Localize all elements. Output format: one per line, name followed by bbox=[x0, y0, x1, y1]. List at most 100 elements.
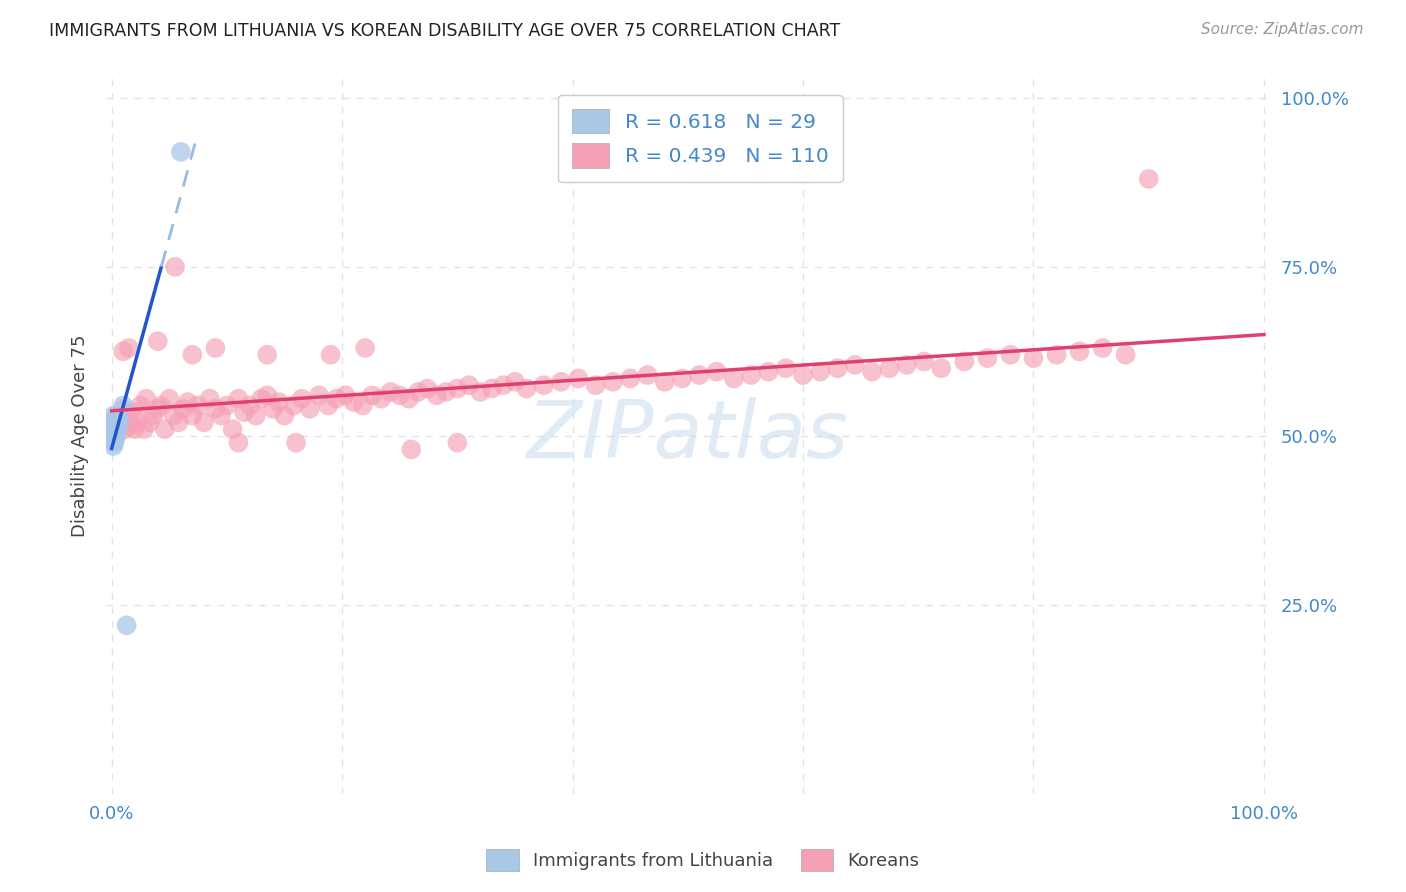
Point bbox=[228, 392, 250, 406]
Point bbox=[163, 260, 186, 274]
Point bbox=[150, 399, 173, 413]
Point bbox=[758, 365, 780, 379]
Point bbox=[401, 442, 423, 457]
Point bbox=[706, 365, 728, 379]
Point bbox=[775, 361, 797, 376]
Point bbox=[298, 401, 321, 416]
Point bbox=[929, 361, 952, 376]
Point bbox=[267, 395, 290, 409]
Point bbox=[654, 375, 676, 389]
Point bbox=[142, 409, 165, 423]
Point bbox=[103, 439, 125, 453]
Point bbox=[808, 365, 831, 379]
Point bbox=[406, 384, 429, 399]
Point bbox=[101, 416, 124, 430]
Point bbox=[103, 416, 125, 430]
Point bbox=[153, 422, 176, 436]
Point bbox=[108, 416, 131, 430]
Point bbox=[193, 416, 215, 430]
Point bbox=[637, 368, 659, 382]
Point bbox=[114, 422, 136, 436]
Point bbox=[129, 399, 152, 413]
Point bbox=[105, 418, 128, 433]
Point bbox=[204, 401, 226, 416]
Point bbox=[146, 334, 169, 349]
Point bbox=[503, 375, 526, 389]
Point bbox=[198, 392, 221, 406]
Point bbox=[1115, 348, 1137, 362]
Point bbox=[792, 368, 814, 382]
Point bbox=[103, 435, 125, 450]
Point bbox=[953, 354, 976, 368]
Point bbox=[398, 392, 420, 406]
Point bbox=[103, 418, 125, 433]
Point bbox=[671, 371, 693, 385]
Point bbox=[256, 388, 278, 402]
Point bbox=[112, 344, 135, 359]
Point bbox=[533, 378, 555, 392]
Point bbox=[380, 384, 402, 399]
Point bbox=[1069, 344, 1091, 359]
Point bbox=[104, 425, 127, 440]
Point bbox=[1022, 351, 1045, 365]
Point bbox=[481, 382, 503, 396]
Text: IMMIGRANTS FROM LITHUANIA VS KOREAN DISABILITY AGE OVER 75 CORRELATION CHART: IMMIGRANTS FROM LITHUANIA VS KOREAN DISA… bbox=[49, 22, 841, 40]
Point bbox=[912, 354, 935, 368]
Point bbox=[228, 435, 250, 450]
Point bbox=[125, 416, 148, 430]
Point bbox=[602, 375, 624, 389]
Point bbox=[118, 341, 141, 355]
Point bbox=[740, 368, 762, 382]
Point bbox=[844, 358, 866, 372]
Point bbox=[1137, 172, 1160, 186]
Point bbox=[170, 145, 193, 159]
Point bbox=[285, 435, 308, 450]
Point bbox=[361, 388, 384, 402]
Point bbox=[132, 422, 155, 436]
Point bbox=[550, 375, 572, 389]
Point bbox=[1091, 341, 1114, 355]
Text: ZIPatlas: ZIPatlas bbox=[527, 397, 849, 475]
Point bbox=[879, 361, 901, 376]
Point bbox=[239, 399, 262, 413]
Point bbox=[135, 392, 157, 406]
Point bbox=[343, 395, 366, 409]
Point bbox=[896, 358, 918, 372]
Point bbox=[470, 384, 492, 399]
Point bbox=[585, 378, 607, 392]
Point bbox=[827, 361, 849, 376]
Point bbox=[221, 422, 243, 436]
Text: Source: ZipAtlas.com: Source: ZipAtlas.com bbox=[1201, 22, 1364, 37]
Point bbox=[325, 392, 347, 406]
Point bbox=[120, 418, 142, 433]
Point bbox=[352, 399, 374, 413]
Point bbox=[233, 405, 256, 419]
Point bbox=[103, 429, 125, 443]
Point bbox=[103, 418, 125, 433]
Point bbox=[103, 432, 125, 446]
Point bbox=[112, 399, 135, 413]
Point bbox=[110, 416, 132, 430]
Point bbox=[115, 618, 138, 632]
Point bbox=[426, 388, 449, 402]
Point bbox=[434, 384, 457, 399]
Point bbox=[204, 341, 226, 355]
Point bbox=[567, 371, 589, 385]
Point bbox=[163, 409, 186, 423]
Point bbox=[262, 401, 284, 416]
Point bbox=[446, 435, 468, 450]
Point bbox=[107, 416, 129, 430]
Point bbox=[308, 388, 330, 402]
Point bbox=[157, 392, 180, 406]
Point bbox=[112, 401, 135, 416]
Point bbox=[619, 371, 641, 385]
Point bbox=[446, 382, 468, 396]
Point bbox=[107, 409, 129, 423]
Point bbox=[172, 401, 194, 416]
Point bbox=[105, 422, 128, 436]
Point bbox=[105, 429, 128, 443]
Point bbox=[515, 382, 537, 396]
Point bbox=[283, 399, 305, 413]
Point bbox=[256, 348, 278, 362]
Point bbox=[1045, 348, 1067, 362]
